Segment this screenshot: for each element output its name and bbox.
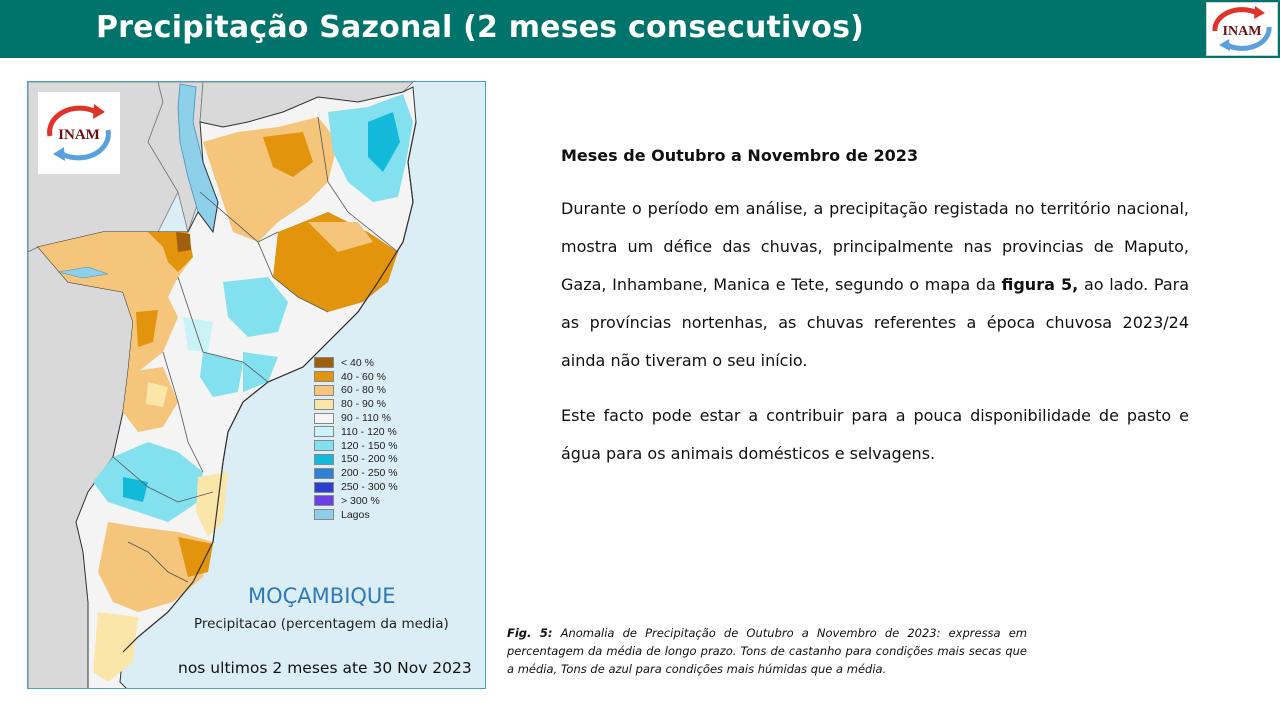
caption-text: Anomalia de Precipitação de Outubro a No… [507, 626, 1027, 676]
caption-label: Fig. 5 [507, 626, 548, 640]
map-inam-logo: INAM [38, 92, 120, 174]
legend-item: 60 - 80 % [314, 384, 398, 398]
legend-label: < 40 % [341, 356, 374, 369]
period-heading: Meses de Outubro a Novembro de 2023 [561, 146, 919, 165]
inam-logo-icon: INAM [1212, 6, 1272, 51]
legend-label: 80 - 90 % [341, 398, 386, 411]
header-bar: Precipitação Sazonal (2 meses consecutiv… [0, 0, 1280, 58]
map-logo-icon: INAM [47, 104, 111, 161]
legend-swatch [314, 426, 334, 438]
legend-item: 120 - 150 % [314, 439, 398, 453]
legend-label: 90 - 110 % [341, 412, 392, 425]
legend-item: > 300 % [314, 494, 398, 508]
legend-swatch [314, 412, 334, 424]
legend-swatch [314, 357, 334, 369]
legend-item: 200 - 250 % [314, 466, 398, 480]
legend-swatch [314, 481, 334, 493]
map-country-label: MOÇAMBIQUE [248, 584, 396, 608]
figure-caption: Fig. 5: Anomalia de Precipitação de Outu… [507, 624, 1027, 678]
legend-label: 120 - 150 % [341, 439, 398, 452]
map-subtitle: Precipitacao (percentagem da media) [194, 616, 449, 632]
legend-item: 110 - 120 % [314, 425, 398, 439]
legend-label: > 300 % [341, 494, 380, 507]
caption-colon: : [547, 626, 553, 640]
legend-label: 150 - 200 % [341, 453, 398, 466]
precipitation-map: INAM < 40 % 40 - 60 % 60 - 80 % 80 - 90 % 90… [27, 81, 486, 689]
page-title: Precipitação Sazonal (2 meses consecutiv… [96, 10, 865, 45]
legend-item: 40 - 60 % [314, 370, 398, 384]
legend-item: Lagos [314, 508, 398, 522]
legend-label: 40 - 60 % [341, 370, 386, 383]
legend-swatch [314, 495, 334, 507]
map-legend: < 40 % 40 - 60 % 60 - 80 % 80 - 90 % 90 - 11… [314, 356, 398, 522]
map-graphic [28, 82, 417, 688]
legend-swatch [314, 371, 334, 383]
legend-item: 80 - 90 % [314, 397, 398, 411]
map-logo-text: INAM [58, 127, 100, 143]
legend-item: 250 - 300 % [314, 480, 398, 494]
legend-swatch [314, 398, 334, 410]
legend-label: 60 - 80 % [341, 384, 386, 397]
legend-item: 150 - 200 % [314, 453, 398, 467]
legend-item: 90 - 110 % [314, 411, 398, 425]
legend-swatch [314, 509, 334, 521]
analysis-paragraph: Durante o período em análise, a precipit… [561, 190, 1189, 380]
figure-reference: figura 5, [1001, 275, 1079, 294]
logo-text: INAM [1223, 24, 1262, 39]
inam-logo: INAM [1206, 2, 1278, 56]
analysis-text-1: Durante o período em análise, a precipit… [561, 199, 1189, 294]
analysis-text-2: ao lado. Para as províncias nortenhas, a… [561, 275, 1190, 370]
impact-paragraph: Este facto pode estar a contribuir para … [561, 406, 1189, 463]
legend-item: < 40 % [314, 356, 398, 370]
legend-label: 200 - 250 % [341, 467, 398, 480]
legend-swatch [314, 453, 334, 465]
map-period-label: nos ultimos 2 meses ate 30 Nov 2023 [178, 659, 472, 677]
legend-label: 110 - 120 % [341, 425, 397, 438]
legend-swatch [314, 384, 334, 396]
legend-label: Lagos [341, 508, 370, 521]
legend-swatch [314, 467, 334, 479]
legend-swatch [314, 440, 334, 452]
legend-label: 250 - 300 % [341, 481, 398, 494]
